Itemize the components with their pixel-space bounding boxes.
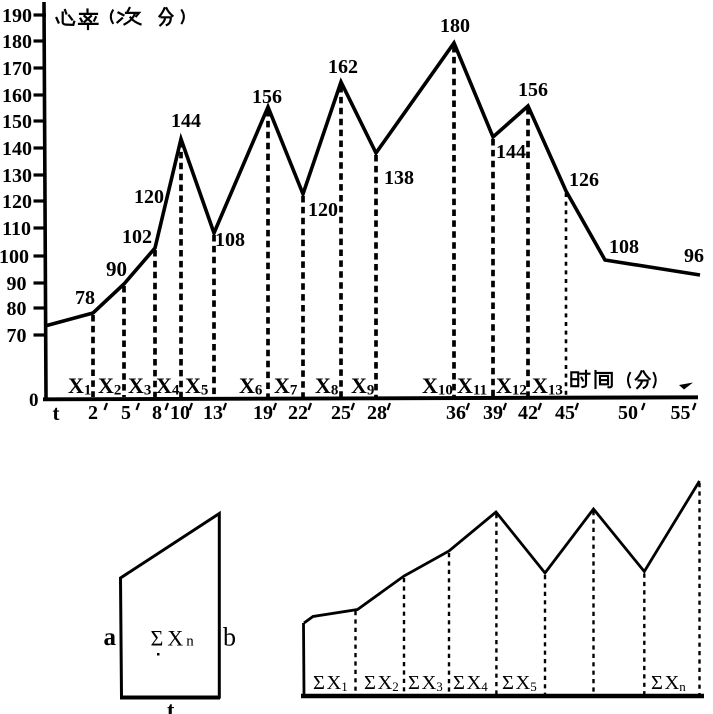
svg-text:ΣX4: ΣX4 — [453, 672, 488, 694]
svg-text:120: 120 — [2, 191, 32, 213]
svg-text:108: 108 — [215, 229, 245, 251]
svg-text:120: 120 — [134, 186, 164, 208]
svg-text:ΣX5: ΣX5 — [502, 672, 537, 694]
svg-text:28: 28 — [367, 402, 387, 424]
svg-text:100: 100 — [0, 246, 29, 268]
svg-text:10: 10 — [170, 402, 190, 424]
svg-text:170: 170 — [2, 58, 32, 80]
svg-text:138: 138 — [384, 167, 414, 189]
svg-text:90: 90 — [106, 257, 127, 281]
svg-text:102: 102 — [122, 226, 152, 248]
svg-text:45: 45 — [555, 402, 575, 424]
svg-text:150: 150 — [2, 111, 32, 133]
svg-text:X12: X12 — [496, 373, 527, 399]
svg-text:96: 96 — [684, 245, 704, 267]
svg-text:22: 22 — [288, 402, 308, 424]
svg-text:70: 70 — [7, 325, 27, 347]
svg-text:t: t — [167, 697, 175, 714]
svg-text:144: 144 — [496, 141, 526, 163]
svg-text:42: 42 — [518, 402, 538, 424]
svg-text:ΣX2: ΣX2 — [364, 672, 399, 694]
svg-text:ΣXn: ΣXn — [651, 672, 686, 694]
svg-text:0: 0 — [29, 390, 39, 411]
svg-text:162: 162 — [328, 56, 358, 78]
svg-text:180: 180 — [2, 31, 32, 53]
svg-text:b: b — [223, 623, 236, 652]
svg-text:140: 140 — [2, 138, 32, 160]
svg-text:13: 13 — [203, 402, 223, 424]
svg-text:2: 2 — [88, 402, 98, 424]
svg-text:180: 180 — [440, 15, 470, 37]
svg-text:ΣX1: ΣX1 — [313, 672, 348, 694]
svg-text:144: 144 — [171, 110, 201, 132]
svg-text:126: 126 — [569, 169, 599, 191]
svg-text:25: 25 — [331, 402, 351, 424]
svg-text:t: t — [53, 401, 60, 425]
svg-text:36: 36 — [446, 402, 466, 424]
svg-text:19: 19 — [253, 402, 273, 424]
svg-text:a: a — [104, 624, 117, 651]
svg-text:130: 130 — [2, 165, 32, 187]
svg-text:120: 120 — [308, 199, 338, 221]
svg-text:108: 108 — [609, 236, 639, 258]
svg-text:190: 190 — [2, 5, 32, 27]
svg-text:55: 55 — [671, 402, 691, 424]
svg-text:110: 110 — [2, 218, 31, 240]
svg-text:5: 5 — [121, 402, 131, 424]
svg-text:ΣX3: ΣX3 — [408, 672, 443, 694]
svg-text:39: 39 — [483, 402, 503, 424]
svg-text:160: 160 — [2, 85, 32, 107]
svg-text:90: 90 — [7, 273, 27, 295]
svg-text:78: 78 — [75, 287, 95, 309]
svg-text:156: 156 — [252, 86, 282, 108]
svg-text:156: 156 — [518, 79, 548, 101]
svg-text:80: 80 — [7, 298, 27, 320]
svg-text:8: 8 — [152, 402, 162, 424]
svg-text:50: 50 — [618, 402, 638, 424]
